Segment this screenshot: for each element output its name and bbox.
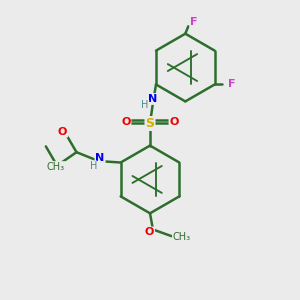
Text: O: O [145, 227, 154, 237]
Text: N: N [148, 94, 158, 104]
Text: S: S [146, 117, 154, 130]
Text: F: F [228, 80, 236, 89]
Text: CH₃: CH₃ [47, 162, 65, 172]
Text: F: F [190, 17, 198, 27]
Text: O: O [121, 117, 130, 127]
Text: H: H [141, 100, 148, 110]
Text: CH₃: CH₃ [173, 232, 191, 242]
Text: O: O [169, 117, 179, 127]
Text: N: N [95, 152, 105, 163]
Text: H: H [90, 161, 97, 171]
Text: O: O [58, 127, 68, 136]
